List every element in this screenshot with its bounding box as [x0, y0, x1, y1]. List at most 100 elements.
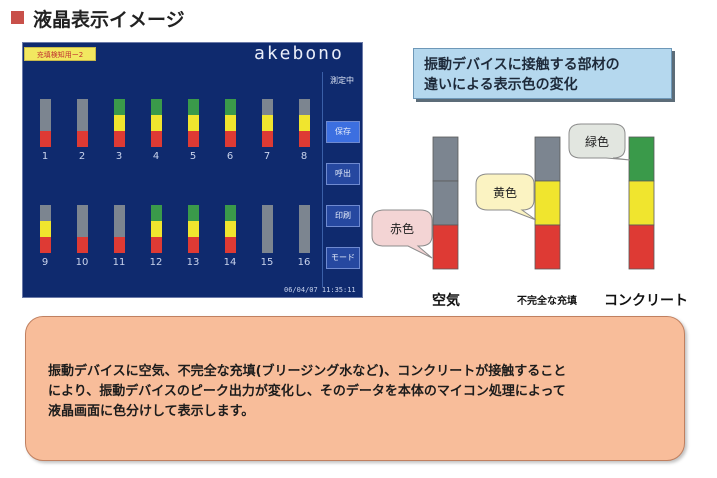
lcd-channel-segment: [151, 99, 162, 115]
lcd-channel-segment: [114, 131, 125, 147]
comparison-column-segment: [628, 136, 655, 182]
lcd-channel-segment: [40, 131, 51, 147]
lcd-channel-segment: [77, 131, 88, 147]
lcd-channel-bar-11: [114, 205, 125, 253]
column-label-incomplete: 不完全な充填: [517, 296, 577, 307]
lcd-channel-segment: [262, 131, 273, 147]
lcd-channel-bar-8: [299, 99, 310, 147]
page-title: 液晶表示イメージ: [33, 9, 185, 31]
lcd-mode-button[interactable]: モード: [326, 247, 360, 269]
lcd-channel-segment: [299, 237, 310, 253]
lcd-save-button[interactable]: 保存: [326, 121, 360, 143]
lcd-channel-segment: [40, 205, 51, 221]
lcd-print-button[interactable]: 印刷: [326, 205, 360, 227]
lcd-channel-segment: [225, 115, 236, 131]
comparison-column-segment: [534, 224, 561, 270]
lcd-channel-segment: [114, 99, 125, 115]
lcd-channel-segment: [40, 221, 51, 237]
lcd-channel-label: 15: [260, 257, 274, 268]
lcd-channel-bar-4: [151, 99, 162, 147]
comparison-column-3: [628, 136, 655, 270]
lcd-channel-segment: [114, 205, 125, 221]
lcd-channel-label: 3: [115, 151, 123, 162]
lcd-channel-label: 7: [263, 151, 271, 162]
lcd-channel-segment: [40, 237, 51, 253]
comparison-column-segment: [628, 224, 655, 270]
lcd-mode-badge: 充填検知用ー2: [24, 47, 96, 61]
lcd-channel-label: 5: [189, 151, 197, 162]
lcd-status-text: 測定中: [330, 76, 354, 85]
lcd-channel-segment: [188, 131, 199, 147]
lcd-channel-segment: [299, 115, 310, 131]
lcd-channel-label: 4: [152, 151, 160, 162]
bubble-green: 緑色: [568, 123, 631, 161]
lcd-channel-segment: [299, 205, 310, 221]
lcd-channel-label: 16: [297, 257, 311, 268]
lcd-brand-logo: akebono: [254, 43, 344, 64]
lcd-channel-bar-2: [77, 99, 88, 147]
lcd-channel-label: 11: [112, 257, 126, 268]
lcd-clock: 06/04/07 11:35:11: [284, 286, 356, 294]
lcd-channel-segment: [188, 99, 199, 115]
lcd-channel-label: 9: [41, 257, 49, 268]
lcd-channel-segment: [225, 131, 236, 147]
lcd-channel-segment: [114, 115, 125, 131]
callout-box: 振動デバイスに接触する部材の 違いによる表示色の変化: [413, 48, 672, 99]
description-line-1: 振動デバイスに空気、不完全な充填(ブリージング水など)、コンクリートが接触するこ…: [48, 364, 567, 379]
lcd-channel-segment: [77, 205, 88, 221]
lcd-channel-bar-7: [262, 99, 273, 147]
comparison-column-2: [534, 136, 561, 270]
lcd-channel-segment: [188, 237, 199, 253]
lcd-channel-bar-1: [40, 99, 51, 147]
lcd-channel-segment: [225, 237, 236, 253]
comparison-column-segment: [534, 136, 561, 182]
description-panel: [25, 316, 685, 461]
lcd-channel-segment: [188, 115, 199, 131]
lcd-channel-label: 10: [75, 257, 89, 268]
bubble-red: 赤色: [371, 209, 433, 259]
lcd-channel-segment: [262, 205, 273, 221]
bubble-yellow: 黄色: [475, 173, 537, 221]
column-label-air: 空気: [432, 293, 460, 309]
lcd-channel-bar-10: [77, 205, 88, 253]
lcd-channel-segment: [188, 205, 199, 221]
lcd-recall-button[interactable]: 呼出: [326, 163, 360, 185]
lcd-channel-segment: [262, 237, 273, 253]
comparison-column-segment: [432, 180, 459, 226]
lcd-channel-segment: [114, 221, 125, 237]
lcd-channel-segment: [151, 205, 162, 221]
lcd-channel-label: 12: [149, 257, 163, 268]
lcd-sidebar: [322, 72, 363, 287]
lcd-channel-segment: [225, 221, 236, 237]
lcd-channel-segment: [77, 99, 88, 115]
lcd-channel-bar-3: [114, 99, 125, 147]
lcd-channel-segment: [114, 237, 125, 253]
lcd-channel-segment: [225, 99, 236, 115]
lcd-channel-segment: [262, 99, 273, 115]
column-label-concrete: コンクリート: [604, 293, 688, 309]
lcd-channel-segment: [77, 115, 88, 131]
lcd-channel-segment: [151, 221, 162, 237]
lcd-channel-segment: [40, 99, 51, 115]
lcd-channel-label: 2: [78, 151, 86, 162]
lcd-channel-bar-14: [225, 205, 236, 253]
lcd-channel-bar-9: [40, 205, 51, 253]
lcd-channel-segment: [299, 221, 310, 237]
bubble-yellow-label: 黄色: [493, 186, 517, 200]
lcd-channel-label: 8: [300, 151, 308, 162]
lcd-channel-label: 14: [223, 257, 237, 268]
lcd-channel-segment: [188, 221, 199, 237]
lcd-channel-segment: [299, 131, 310, 147]
lcd-channel-bar-13: [188, 205, 199, 253]
lcd-channel-segment: [151, 115, 162, 131]
bubble-red-label: 赤色: [390, 222, 414, 236]
comparison-column-1: [432, 136, 459, 270]
lcd-channel-bar-16: [299, 205, 310, 253]
lcd-channel-bar-6: [225, 99, 236, 147]
title-bullet-icon: [11, 11, 24, 24]
comparison-column-segment: [432, 224, 459, 270]
lcd-channel-segment: [151, 237, 162, 253]
lcd-screen: [22, 42, 363, 298]
description-line-2: により、振動デバイスのピーク出力が変化し、そのデータを本体のマイコン処理によって: [48, 384, 566, 399]
